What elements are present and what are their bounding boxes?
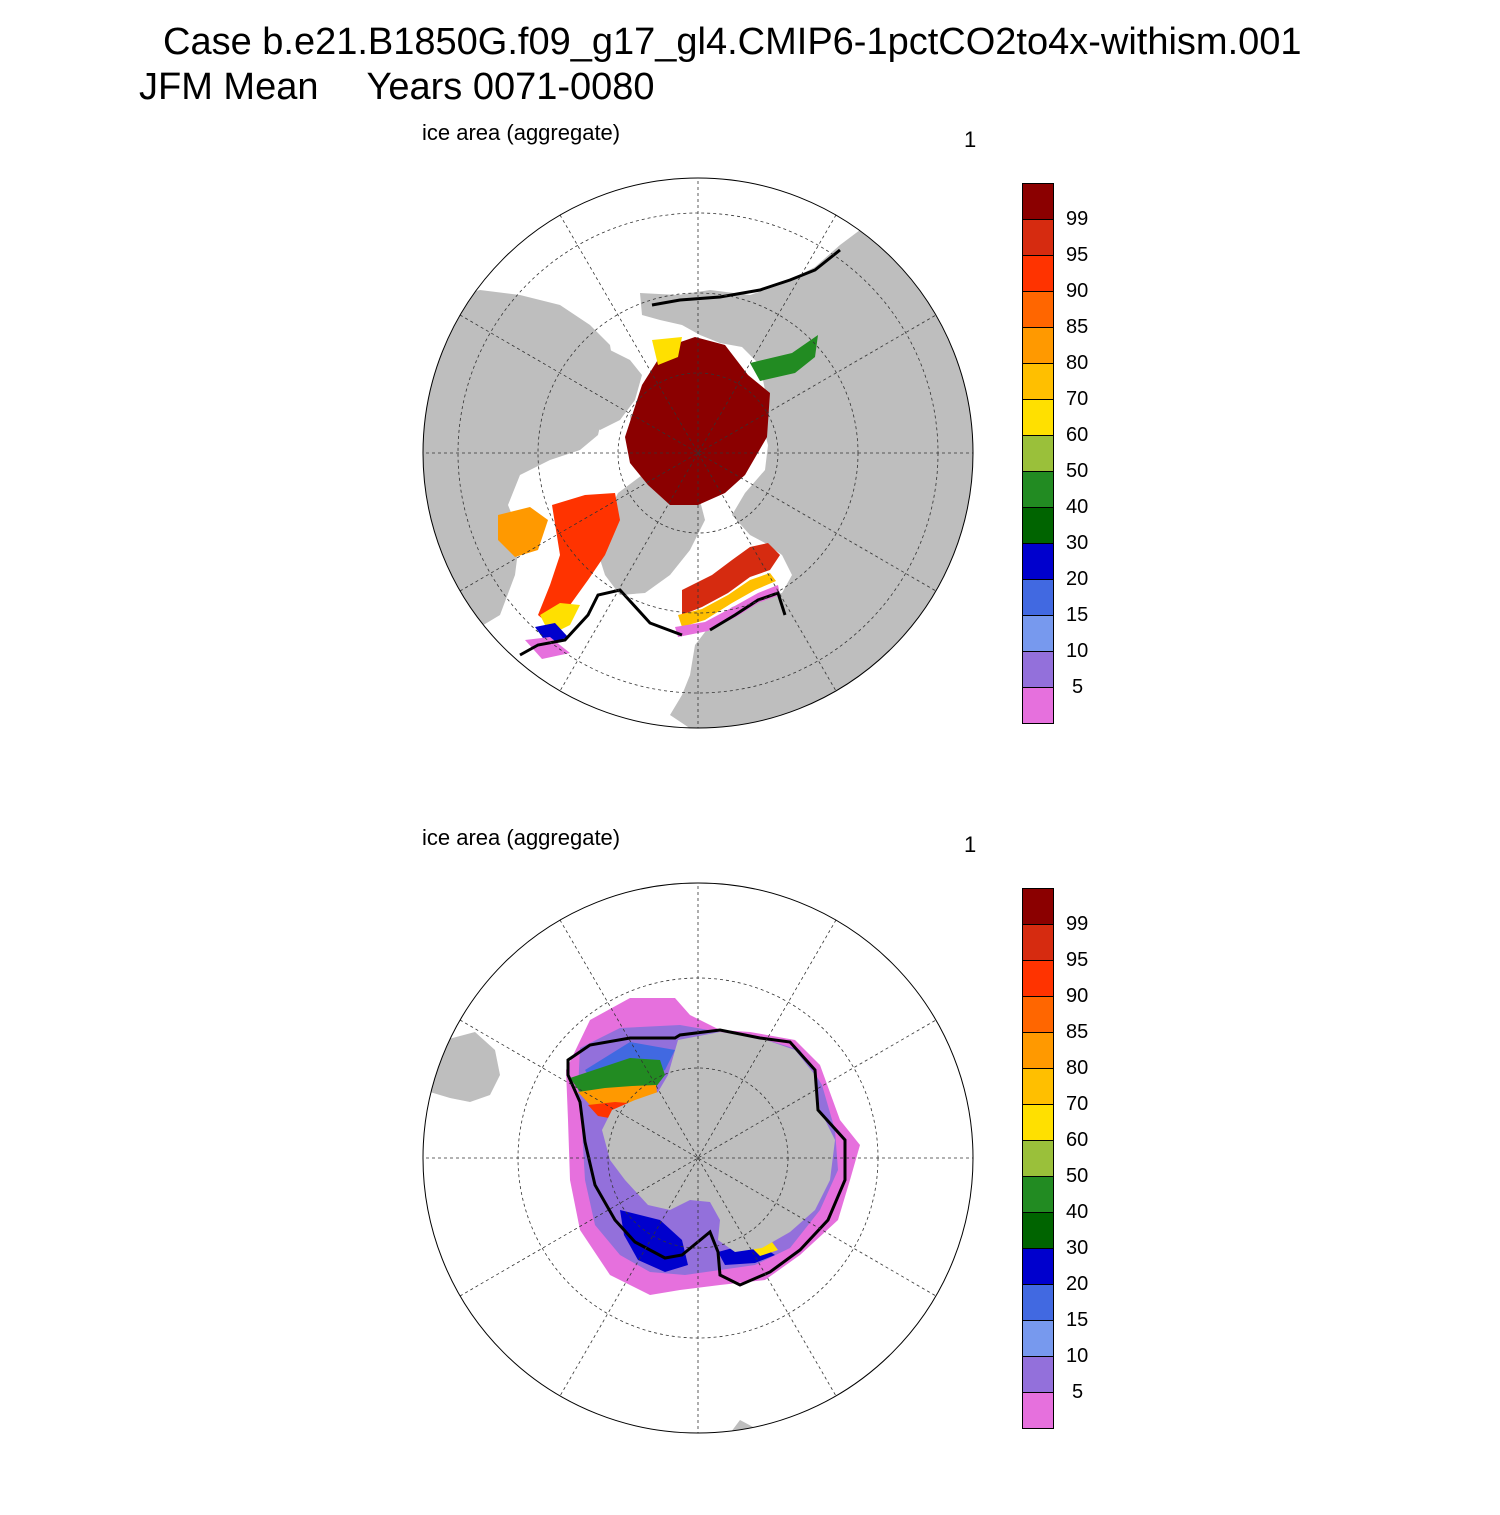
colorbar-tick-label: 5: [1072, 1381, 1084, 1403]
colorbar-swatch: [1022, 507, 1054, 544]
colorbar-tick-label: 85: [1066, 316, 1089, 338]
map-boundary: [422, 177, 974, 729]
colorbar-swatch: [1022, 1248, 1054, 1285]
colorbar-tick-label: 70: [1066, 1093, 1089, 1115]
colorbar-swatch: [1022, 615, 1054, 652]
colorbar-tick-label: 70: [1066, 388, 1089, 410]
panel-units-label: 1: [964, 127, 977, 152]
colorbar-tick-label: 15: [1066, 604, 1089, 626]
antarctic-polar-map: [422, 882, 974, 1434]
arctic-polar-map: [422, 177, 974, 729]
colorbar-tick-label: 80: [1066, 352, 1089, 374]
colorbar-tick-label: 80: [1066, 1057, 1089, 1079]
colorbar-swatch: [1022, 687, 1054, 724]
colorbar-swatch: [1022, 327, 1054, 364]
colorbar-tick-label: 50: [1066, 1165, 1089, 1187]
colorbar-swatch: [1022, 924, 1054, 961]
map-boundary: [422, 882, 974, 1434]
colorbar-swatch: [1022, 1068, 1054, 1105]
colorbar: 99 95 90 85 80 70 60 50 40 30 20 15 10 5: [1022, 183, 1142, 724]
colorbar: 99 95 90 85 80 70 60 50 40 30 20 15 10 5: [1022, 888, 1142, 1429]
panel-units-label: 1: [964, 832, 977, 857]
sea-ice-concentration: [498, 335, 818, 659]
colorbar-swatch: [1022, 1212, 1054, 1249]
panel-variable-label: ice area (aggregate): [422, 120, 621, 145]
colorbar-tick-label: 60: [1066, 1129, 1089, 1151]
ice-extent-contour: [519, 248, 841, 657]
colorbar-swatch: [1022, 1284, 1054, 1321]
panel-variable-label: ice area (aggregate): [422, 825, 621, 850]
graticule: [423, 883, 973, 1433]
colorbar-tick-label: 30: [1066, 1237, 1089, 1259]
colorbar-tick-label: 95: [1066, 949, 1089, 971]
colorbar-tick-label: 60: [1066, 424, 1089, 446]
season-label: JFM Mean: [139, 66, 319, 108]
colorbar-swatch: [1022, 471, 1054, 508]
colorbar-tick-label: 90: [1066, 280, 1089, 302]
colorbar-swatch: [1022, 435, 1054, 472]
colorbar-swatch: [1022, 1104, 1054, 1141]
colorbar-swatch: [1022, 291, 1054, 328]
colorbar-swatch: [1022, 183, 1054, 220]
antarctic-panel: ice area (aggregate) 1: [0, 815, 1500, 1515]
colorbar-swatch: [1022, 255, 1054, 292]
colorbar-swatch: [1022, 1176, 1054, 1213]
colorbar-tick-label: 20: [1066, 568, 1089, 590]
colorbar-swatch: [1022, 1032, 1054, 1069]
colorbar-tick-label: 40: [1066, 1201, 1089, 1223]
colorbar-tick-label: 40: [1066, 496, 1089, 518]
colorbar-swatch: [1022, 1392, 1054, 1429]
colorbar-tick-label: 50: [1066, 460, 1089, 482]
colorbar-tick-label: 99: [1066, 913, 1089, 935]
colorbar-swatch: [1022, 1140, 1054, 1177]
colorbar-swatch: [1022, 399, 1054, 436]
colorbar-tick-label: 10: [1066, 1345, 1089, 1367]
colorbar-tick-label: 10: [1066, 640, 1089, 662]
years-label: Years 0071-0080: [366, 66, 655, 108]
colorbar-tick-label: 95: [1066, 244, 1089, 266]
colorbar-swatch: [1022, 651, 1054, 688]
colorbar-tick-label: 85: [1066, 1021, 1089, 1043]
colorbar-tick-label: 30: [1066, 532, 1089, 554]
graticule: [423, 178, 973, 728]
colorbar-swatch: [1022, 543, 1054, 580]
figure-subtitle: JFM Mean Years 0071-0080: [139, 67, 655, 107]
colorbar-tick-label: 90: [1066, 985, 1089, 1007]
colorbar-tick-label: 20: [1066, 1273, 1089, 1295]
colorbar-tick-label: 5: [1072, 676, 1084, 698]
colorbar-swatch: [1022, 219, 1054, 256]
figure-title: Case b.e21.B1850G.f09_g17_gl4.CMIP6-1pct…: [163, 21, 1302, 63]
colorbar-swatch: [1022, 1356, 1054, 1393]
colorbar-swatch: [1022, 363, 1054, 400]
colorbar-swatch: [1022, 579, 1054, 616]
colorbar-swatch: [1022, 960, 1054, 997]
arctic-panel: ice area (aggregate) 1: [0, 110, 1500, 810]
colorbar-tick-label: 15: [1066, 1309, 1089, 1331]
colorbar-tick-label: 99: [1066, 208, 1089, 230]
colorbar-swatch: [1022, 888, 1054, 925]
colorbar-swatch: [1022, 996, 1054, 1033]
land-masses: [423, 230, 973, 728]
ice-extent-contour: [566, 1028, 847, 1287]
colorbar-swatch: [1022, 1320, 1054, 1357]
